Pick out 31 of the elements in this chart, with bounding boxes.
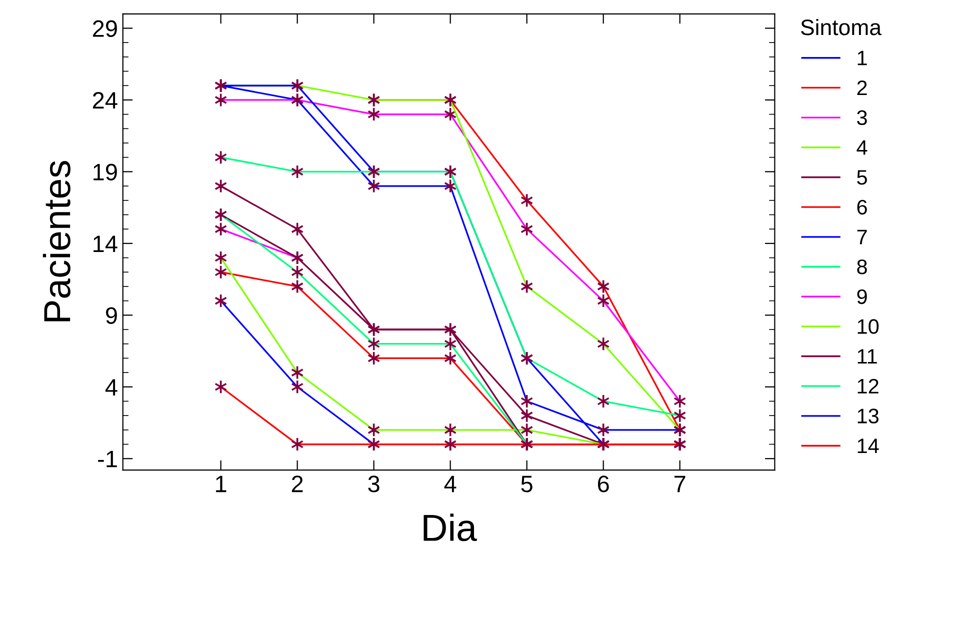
legend-label: 12 — [858, 378, 878, 394]
x-tick-label: 1 — [216, 476, 226, 492]
legend-label: 14 — [858, 438, 879, 454]
x-tick-label: 2 — [292, 476, 303, 492]
y-tick-label: 9 — [106, 307, 117, 324]
x-axis-title: Dia — [424, 514, 477, 542]
y-tick-label: 14 — [94, 236, 118, 252]
legend-label: 8 — [857, 259, 867, 274]
legend-label: 7 — [857, 230, 867, 244]
legend-label: 10 — [858, 319, 879, 334]
y-tick-label: 24 — [92, 92, 118, 109]
legend-label: 1 — [858, 50, 867, 66]
y-tick-label: 19 — [94, 164, 117, 180]
x-tick-label: 4 — [444, 476, 456, 492]
legend-label: 5 — [857, 170, 867, 185]
x-tick-label: 6 — [598, 476, 609, 492]
legend-label: 3 — [857, 110, 867, 126]
legend-label: 4 — [856, 140, 868, 155]
legend-label: 11 — [858, 349, 877, 364]
y-tick-label: 4 — [105, 379, 118, 396]
y-axis-title: Pacientes — [42, 160, 70, 322]
y-tick-label: -1 — [98, 450, 117, 468]
y-tick-label: 29 — [92, 20, 117, 38]
x-tick-label: 5 — [521, 476, 532, 492]
legend-label: 6 — [857, 200, 867, 215]
x-tick-label: 3 — [368, 476, 380, 492]
x-tick-label: 7 — [674, 476, 686, 492]
legend-label: 2 — [857, 80, 867, 96]
legend-title: Sintoma — [801, 18, 882, 36]
legend-label: 9 — [857, 289, 867, 304]
legend-label: 13 — [858, 408, 878, 424]
